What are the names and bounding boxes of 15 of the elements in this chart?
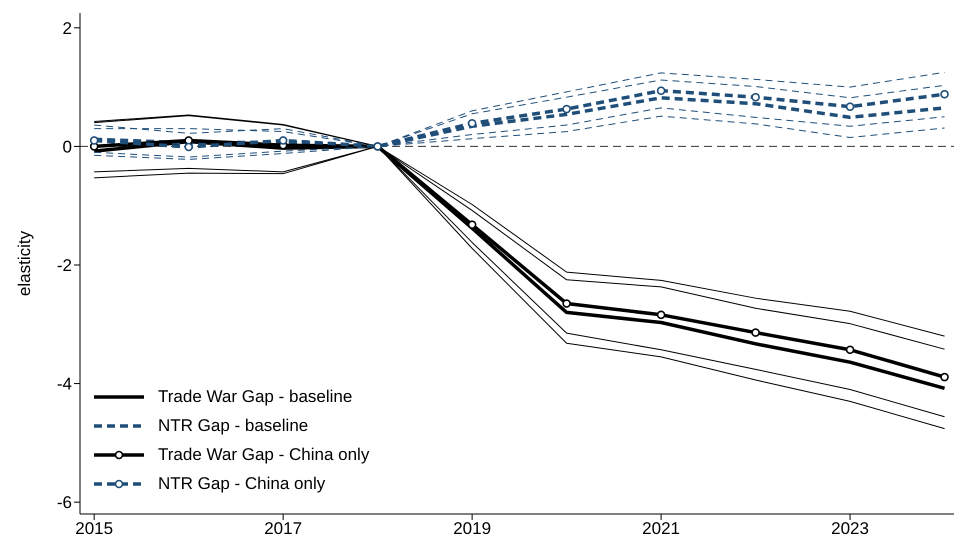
- legend-label: NTR Gap - China only: [158, 474, 326, 494]
- y-tick-label: -6: [56, 493, 72, 512]
- y-axis-title: elasticity: [15, 230, 34, 296]
- x-tick-label: 2019: [453, 519, 492, 538]
- y-tick-label: 2: [62, 18, 72, 38]
- legend-label: Trade War Gap - China only: [158, 444, 370, 464]
- x-tick-label: 2023: [831, 519, 869, 538]
- y-tick-label: -4: [56, 374, 72, 394]
- legend-label: Trade War Gap - baseline: [158, 386, 352, 406]
- x-tick-label: 2015: [75, 519, 114, 538]
- y-tick-label: 0: [62, 137, 72, 156]
- legend-label: NTR Gap - baseline: [158, 416, 308, 436]
- x-tick-label: 2021: [642, 519, 680, 538]
- x-tick-label: 2017: [264, 519, 302, 538]
- y-tick-label: -2: [56, 256, 72, 276]
